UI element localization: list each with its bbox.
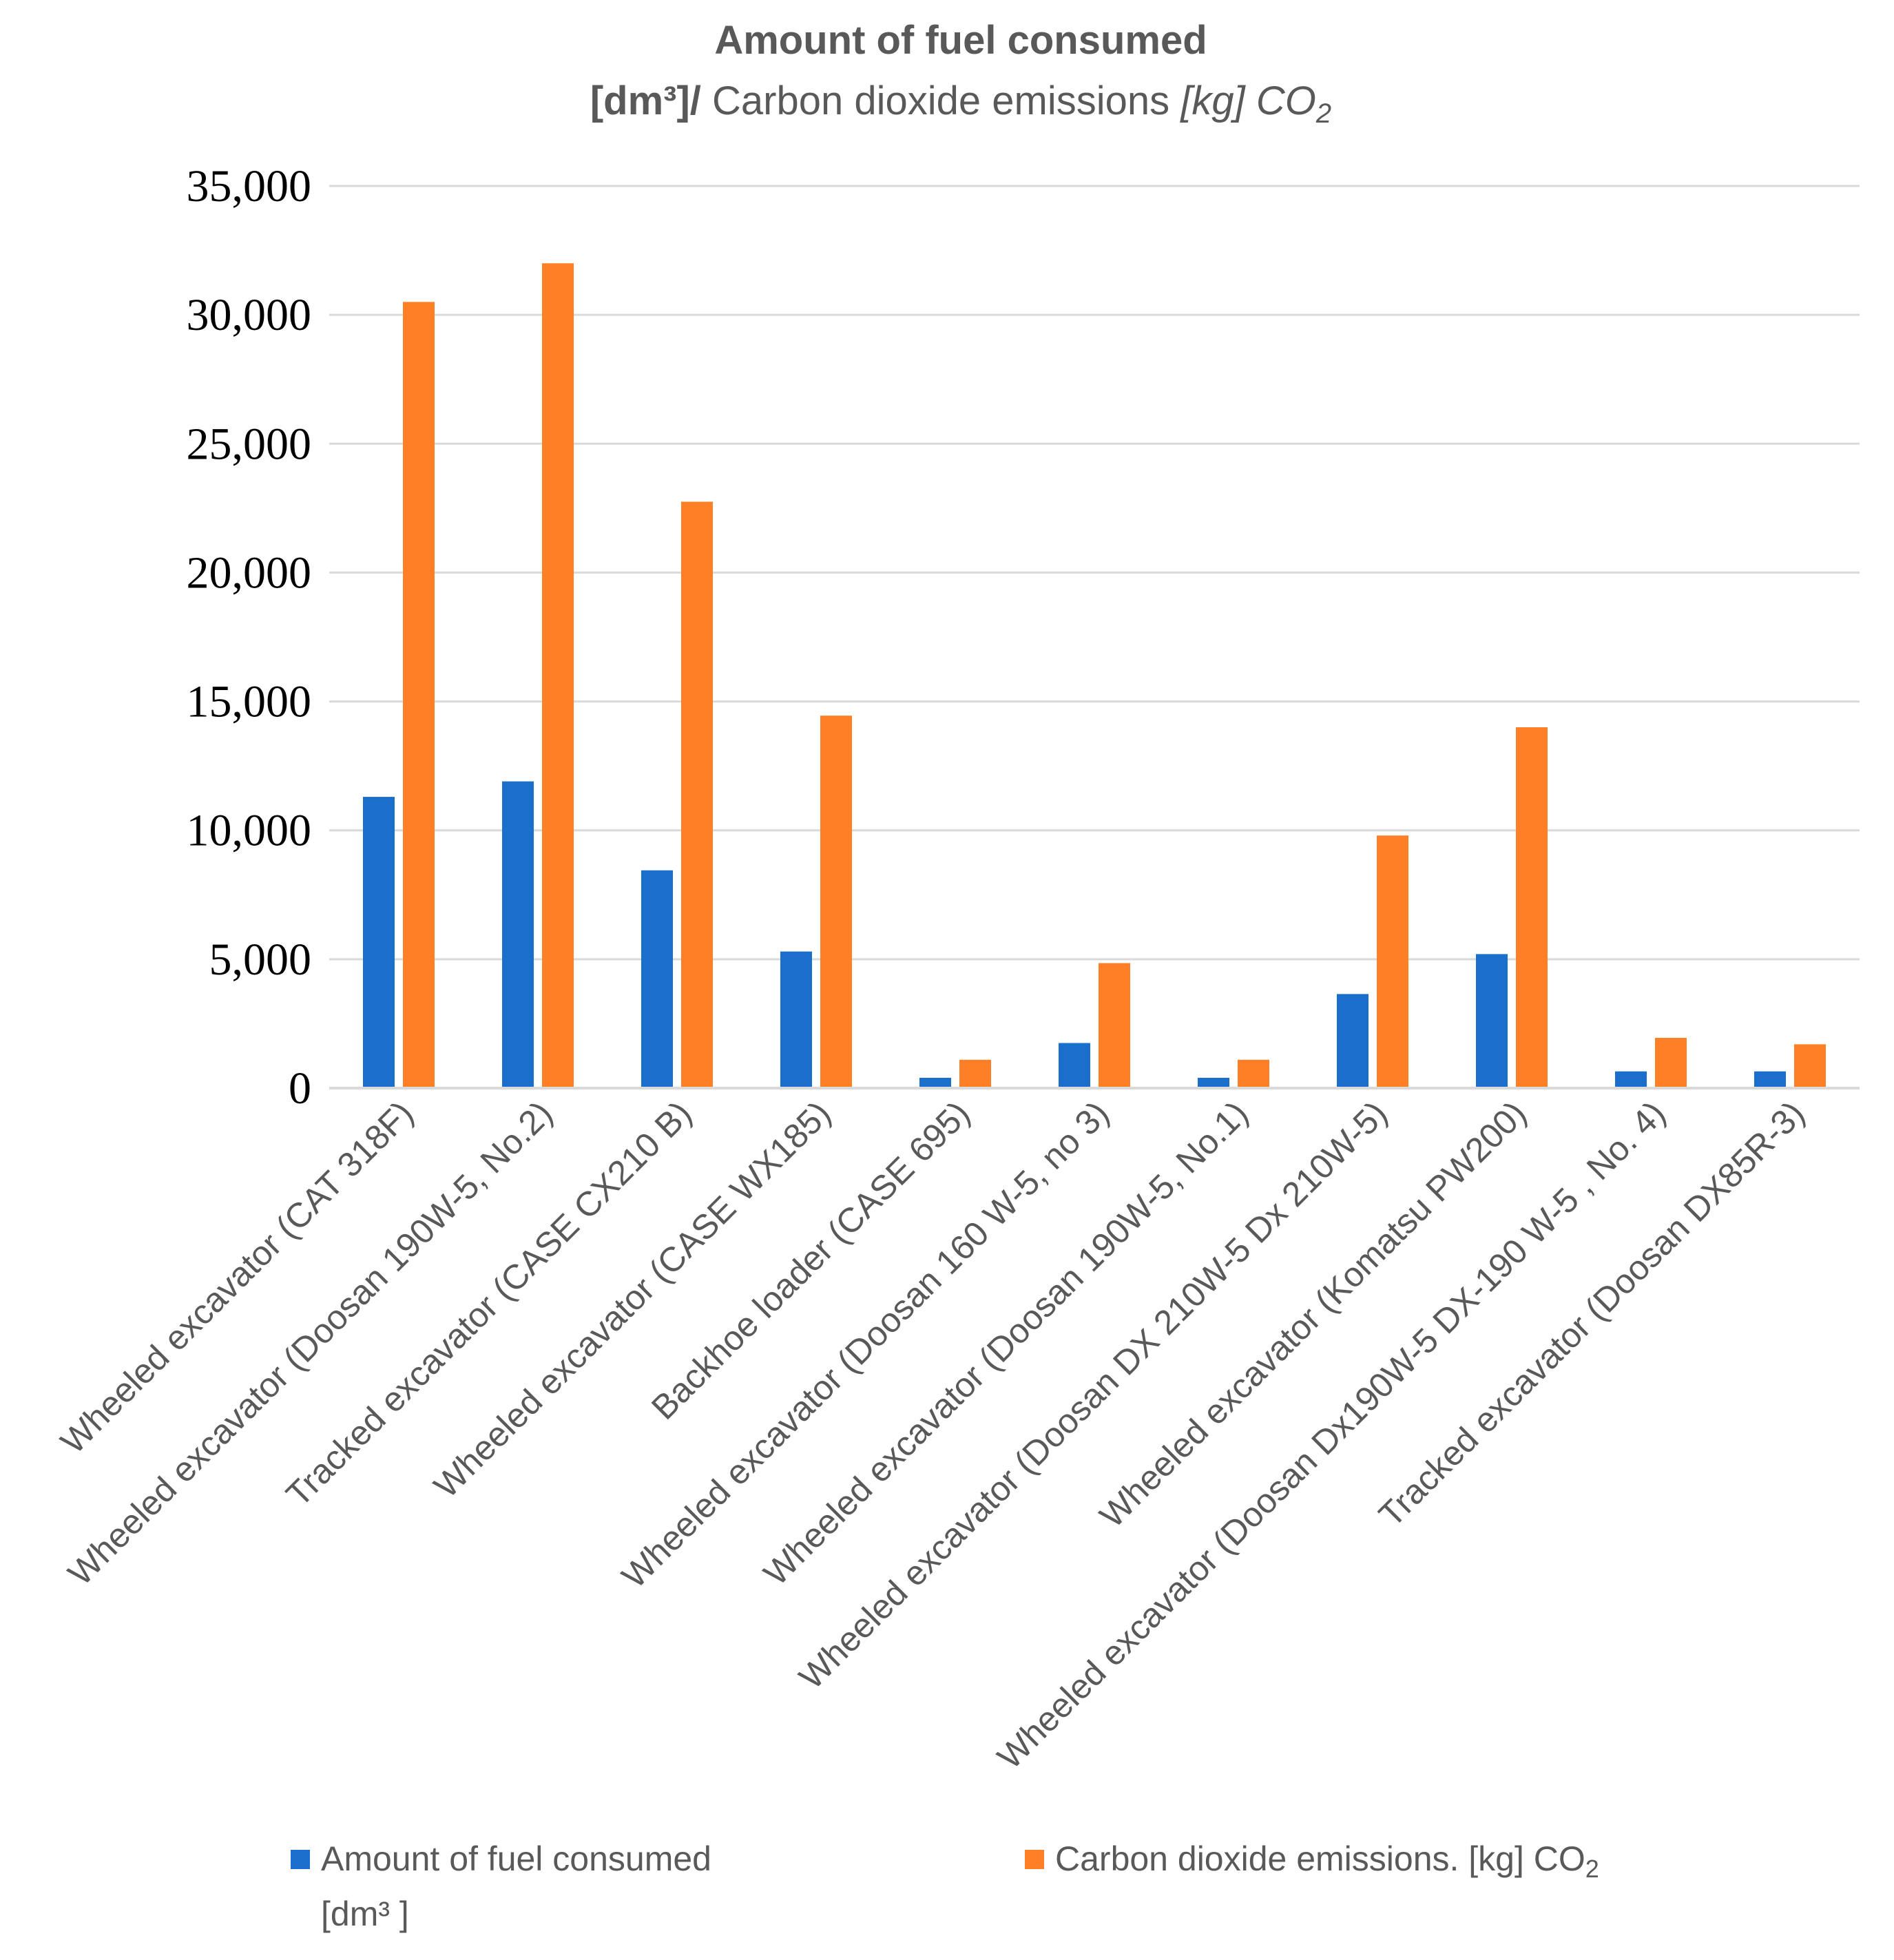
bar-fuel-7[interactable] [1198,1078,1229,1088]
y-tick-label: 35,000 [187,161,312,211]
bar-co2-3[interactable] [681,501,713,1089]
y-tick-label: 20,000 [187,548,312,598]
subtitle-text: Carbon dioxide emissions [701,79,1180,123]
y-tick-label: 30,000 [187,290,312,340]
x-tick-label: Wheeled excavator (Doosan Dx190W-5 DX-19… [990,1094,1672,1776]
x-tick-label: Wheeled excavator (Doosan 190W-5, No.1) [756,1094,1256,1593]
x-axis-tick-labels: Wheeled excavator (CAT 318F)Wheeled exca… [53,1094,1811,1776]
legend: Amount of fuel consumed [dm³ ] Carbon di… [291,1839,1599,1933]
y-tick-label: 25,000 [187,419,312,469]
legend-label-co2-text: Carbon dioxide emissions. [kg] CO [1055,1839,1585,1878]
bar-fuel-10[interactable] [1615,1071,1647,1088]
bar-fuel-4[interactable] [780,951,812,1088]
legend-item-co2[interactable]: Carbon dioxide emissions. [kg] CO2 [1025,1839,1599,1883]
bar-co2-9[interactable] [1516,727,1548,1088]
y-tick-label: 5,000 [209,935,312,985]
bar-fuel-9[interactable] [1476,954,1508,1088]
legend-item-fuel[interactable]: Amount of fuel consumed [dm³ ] [291,1839,711,1933]
bar-co2-10[interactable] [1655,1038,1687,1088]
legend-label-fuel-unit: [dm³ ] [321,1895,409,1933]
legend-label-co2-sub: 2 [1585,1855,1599,1883]
subtitle-unit-fuel: [dm³]/ [590,79,701,123]
legend-label-fuel: Amount of fuel consumed [321,1839,711,1878]
y-axis-tick-labels: 0 5,000 10,000 15,000 20,000 25,000 30,000 35,0… [187,161,312,1114]
bar-fuel-5[interactable] [919,1078,951,1088]
bar-co2-8[interactable] [1377,835,1408,1088]
bar-co2-1[interactable] [403,302,435,1088]
bar-fuel-11[interactable] [1754,1071,1786,1088]
bars [363,263,1826,1089]
y-tick-label: 10,000 [187,806,312,856]
bar-co2-2[interactable] [542,263,574,1089]
y-tick-label: 0 [289,1063,311,1114]
y-tick-label: 15,000 [187,677,312,727]
chart-subtitle: [dm³]/ Carbon dioxide emissions [kg] CO2 [590,79,1331,129]
subtitle-unit-co2: [kg] CO [1179,79,1316,123]
x-tick-label: Wheeled excavator (Doosan 160 W-5, no 3) [614,1094,1116,1596]
chart-title: Amount of fuel consumed [714,18,1207,63]
bar-fuel-1[interactable] [363,797,395,1088]
bar-fuel-6[interactable] [1059,1043,1090,1089]
bar-fuel-8[interactable] [1337,994,1369,1088]
bar-co2-6[interactable] [1099,963,1130,1088]
gridlines [329,185,1860,961]
bar-fuel-2[interactable] [502,781,534,1088]
x-tick-label: Wheeled excavator (Doosan 190W-5, No.2) [61,1094,560,1593]
bar-co2-11[interactable] [1794,1044,1826,1088]
legend-swatch-co2 [1025,1850,1044,1869]
bar-co2-4[interactable] [820,716,852,1088]
legend-label-co2: Carbon dioxide emissions. [kg] CO2 [1055,1839,1599,1883]
bar-co2-5[interactable] [959,1059,991,1088]
subtitle-subscript: 2 [1315,98,1331,129]
bar-co2-7[interactable] [1238,1059,1269,1088]
legend-swatch-fuel [291,1850,310,1869]
bar-fuel-3[interactable] [641,870,673,1088]
